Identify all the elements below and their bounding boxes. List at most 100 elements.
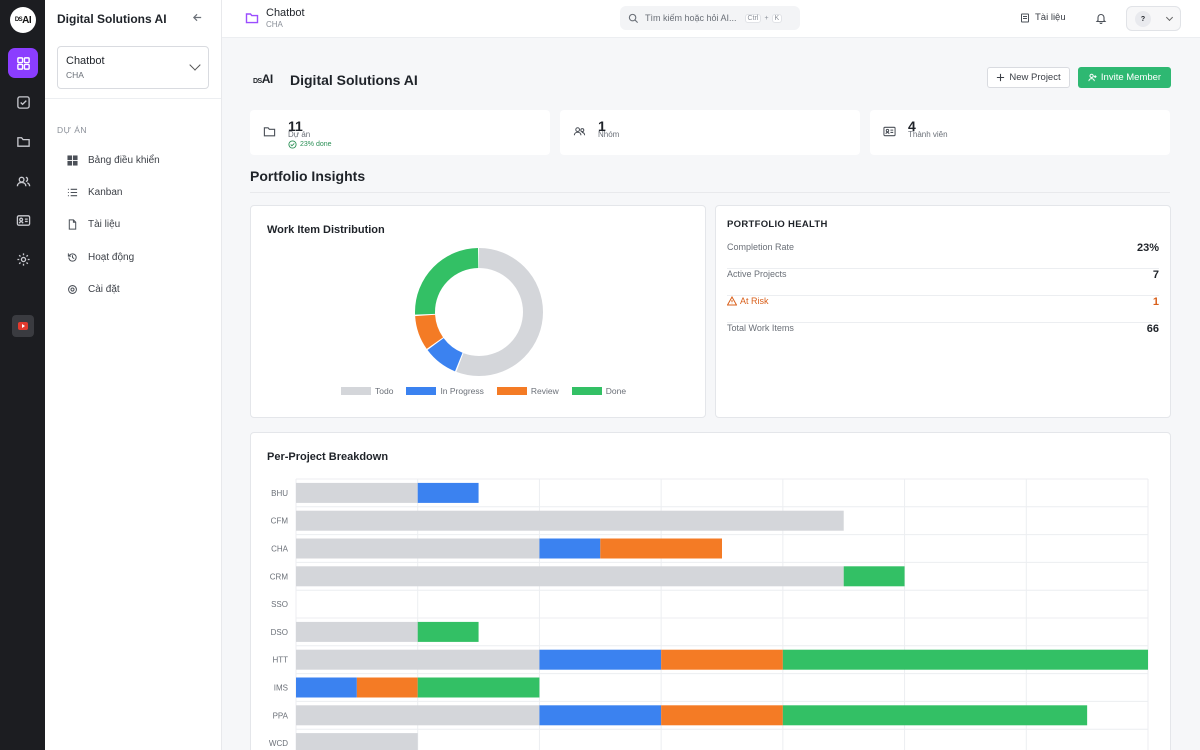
stat-value: 1 <box>598 118 606 134</box>
bar-ppa-todo[interactable] <box>296 705 540 726</box>
bar-ims-in-progress[interactable] <box>296 677 357 698</box>
legend-label: Todo <box>375 386 394 396</box>
docs-link[interactable]: Tài liệu <box>1020 12 1066 23</box>
tasks-icon[interactable] <box>8 87 38 117</box>
gear-icon[interactable] <box>8 244 38 274</box>
tick-label: CFM <box>271 517 289 526</box>
bar-ppa-in-progress[interactable] <box>539 705 662 726</box>
bar-bhu-todo[interactable] <box>296 482 418 503</box>
dashboard-icon[interactable] <box>8 48 38 78</box>
health-label: At Risk <box>740 296 769 306</box>
legend-swatch <box>571 387 602 395</box>
sidebar-item-activity[interactable]: Hoạt động <box>67 249 134 265</box>
health-label: Total Work Items <box>727 323 794 333</box>
health-value: 1 <box>1152 296 1159 308</box>
app-logo[interactable]: DS AI <box>10 7 36 33</box>
bar-ims-done[interactable] <box>417 677 540 698</box>
health-title: PORTFOLIO HEALTH <box>727 219 828 230</box>
bar-cfm-todo[interactable] <box>296 510 844 531</box>
health-label: Active Projects <box>727 269 787 279</box>
workspace-title: Digital Solutions AI <box>57 12 167 26</box>
bell-icon[interactable] <box>1095 12 1107 24</box>
stat-label: Nhóm <box>598 130 620 139</box>
bar-htt-review[interactable] <box>661 649 783 670</box>
donut-slice-todo[interactable] <box>415 248 543 376</box>
tick-label: BHU <box>271 489 288 498</box>
stat-value: 11 <box>288 118 303 134</box>
bar-cha-todo[interactable] <box>296 538 540 559</box>
folder-icon[interactable] <box>8 126 38 156</box>
bar-cha-review[interactable] <box>600 538 722 559</box>
warning-icon <box>727 296 737 306</box>
distribution-title: Work Item Distribution <box>267 224 385 236</box>
search-placeholder: Tìm kiếm hoặc hỏi AI... <box>645 13 737 23</box>
new-project-button[interactable]: New Project <box>987 67 1070 88</box>
health-row-total: Total Work Items 66 <box>727 323 1159 350</box>
health-value: 7 <box>1152 269 1159 281</box>
bar-crm-todo[interactable] <box>296 566 844 587</box>
legend-label: In Progress <box>440 386 484 396</box>
youtube-icon[interactable] <box>12 315 34 337</box>
sidebar-item-label: Kanban <box>88 186 123 198</box>
legend-item-todo: Todo <box>341 386 393 396</box>
section-title: Portfolio Insights <box>250 168 366 184</box>
sidebar-item-documents[interactable]: Tài liệu <box>67 216 120 232</box>
app-rail: DS AI <box>0 0 45 750</box>
bar-crm-done[interactable] <box>843 566 905 587</box>
users-icon[interactable] <box>8 166 38 196</box>
donut-chart <box>415 248 543 376</box>
sidebar-item-kanban[interactable]: Kanban <box>67 184 122 200</box>
divider <box>250 192 1170 193</box>
sidebar-item-dashboard[interactable]: Bảng điều khiển <box>67 152 160 168</box>
contact-card-icon[interactable] <box>8 205 38 235</box>
tick-label: CRM <box>270 572 289 581</box>
docs-label: Tài liệu <box>1035 12 1066 23</box>
legend: Todo In Progress Review Done <box>341 386 639 396</box>
search-input[interactable]: Tìm kiếm hoặc hỏi AI... Ctrl + K <box>620 6 800 30</box>
bar-dso-todo[interactable] <box>296 621 418 642</box>
legend-swatch <box>406 387 437 395</box>
bar-ppa-review[interactable] <box>661 705 783 726</box>
invite-member-button[interactable]: Invite Member <box>1078 67 1171 88</box>
sidebar-item-label: Cài đặt <box>88 283 120 295</box>
breakdown-title: Per-Project Breakdown <box>267 451 389 463</box>
tick-label: DSO <box>271 628 288 637</box>
user-menu[interactable]: ? <box>1126 6 1181 31</box>
legend-item-in-progress: In Progress <box>406 386 484 396</box>
health-value: 66 <box>1146 323 1159 335</box>
collapse-sidebar-icon[interactable] <box>192 12 203 26</box>
bar-ims-review[interactable] <box>356 677 418 698</box>
user-plus-icon <box>1088 73 1097 82</box>
bar-htt-in-progress[interactable] <box>539 649 662 670</box>
bar-bhu-in-progress[interactable] <box>417 482 479 503</box>
page-subtitle: CHA <box>266 20 283 29</box>
bar-cha-in-progress[interactable] <box>539 538 601 559</box>
bar-ppa-done[interactable] <box>782 705 1088 726</box>
bar-htt-todo[interactable] <box>296 649 540 670</box>
bar-htt-done[interactable] <box>782 649 1148 670</box>
donut-slice-done[interactable] <box>415 248 543 376</box>
users-icon <box>573 127 586 136</box>
workspace-name: Digital Solutions AI <box>290 72 418 88</box>
stat-card-members: 4 Thành viên <box>870 110 1170 155</box>
project-select[interactable]: Chatbot CHA <box>57 46 209 89</box>
bar-dso-done[interactable] <box>417 621 479 642</box>
sidebar-item-label: Tài liệu <box>88 218 121 230</box>
brand-logo: DSAI <box>253 72 273 86</box>
avatar: ? <box>1135 11 1151 27</box>
search-icon <box>628 13 639 23</box>
bar-wcd-todo[interactable] <box>296 733 418 750</box>
invite-member-label: Invite Member <box>1100 72 1162 83</box>
shortcut-key: K <box>771 13 783 23</box>
breakdown-chart: BHU CFM CHA CRM SSO DSO HTT IMS PPA WCD <box>269 478 1149 750</box>
stat-label: Thành viên <box>908 130 948 139</box>
book-icon <box>1021 13 1029 22</box>
sidebar-item-settings[interactable]: Cài đặt <box>67 281 120 297</box>
shortcut-plus: + <box>764 14 769 22</box>
legend-swatch <box>341 387 371 395</box>
stat-card-teams: 1 Nhóm <box>560 110 860 155</box>
stat-progress: 23% done <box>288 140 332 149</box>
project-select-code: CHA <box>66 70 84 80</box>
folder-icon <box>263 127 276 137</box>
portfolio-health-card: PORTFOLIO HEALTH Completion Rate 23% Act… <box>715 205 1171 418</box>
